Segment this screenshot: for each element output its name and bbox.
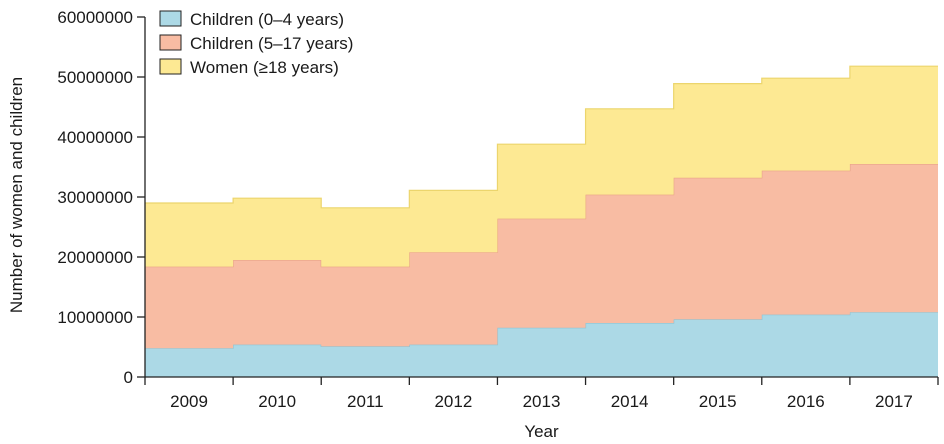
y-tick-label: 0 <box>124 368 133 387</box>
y-tick-label: 60000000 <box>57 8 133 27</box>
y-axis: 0 10000000 20000000 30000000 40000000 5000000… <box>57 8 146 387</box>
y-tick-label: 20000000 <box>57 248 133 267</box>
x-tick-label: 2016 <box>787 392 825 411</box>
x-tick-label: 2013 <box>523 392 561 411</box>
series-edge-2 <box>145 65 938 209</box>
y-axis-title: Number of women and children <box>7 77 26 313</box>
legend-label-0: Children (0–4 years) <box>190 10 344 29</box>
legend-swatch-1 <box>159 34 182 51</box>
y-tick-label: 40000000 <box>57 128 133 147</box>
x-tick-label: 2014 <box>611 392 649 411</box>
x-tick-label: 2017 <box>875 392 913 411</box>
y-tick-label: 30000000 <box>57 188 133 207</box>
legend-swatch-0 <box>159 10 182 27</box>
legend-label-2: Women (≥18 years) <box>190 58 339 77</box>
x-tick-label: 2015 <box>699 392 737 411</box>
x-tick-label: 2010 <box>258 392 296 411</box>
series-area-0 <box>145 312 938 377</box>
x-axis: 2009 2010 2011 2012 2013 2014 2015 2016 2017 <box>144 376 939 411</box>
legend-swatch-2 <box>159 58 182 75</box>
y-tick-label: 10000000 <box>57 308 133 327</box>
series-area-2 <box>145 66 938 267</box>
legend: Children (0–4 years) Children (5–17 years… <box>159 10 353 77</box>
x-tick-label: 2011 <box>347 392 384 411</box>
x-tick-label: 2012 <box>434 392 472 411</box>
series-area-1 <box>145 164 938 349</box>
x-tick-label: 2009 <box>170 392 208 411</box>
legend-label-1: Children (5–17 years) <box>190 34 353 53</box>
series-areas <box>145 65 938 377</box>
y-tick-label: 50000000 <box>57 68 133 87</box>
x-axis-title: Year <box>524 422 559 441</box>
